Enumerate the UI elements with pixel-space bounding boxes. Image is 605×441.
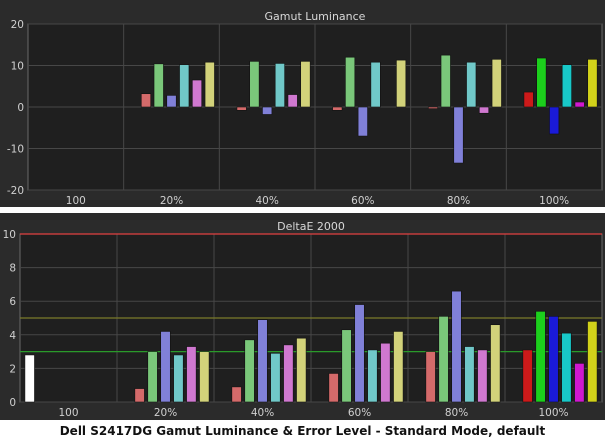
x-tick-label: 100% [538,407,568,419]
bar [166,95,177,108]
bar [477,349,488,403]
bar [270,352,281,403]
bar [574,363,585,403]
bar [490,324,501,403]
y-tick-label: 0 [17,102,24,114]
x-tick-label: 20% [154,407,177,419]
bar [451,290,462,403]
bar [536,57,547,108]
bar [199,351,210,403]
x-tick-label: 100 [66,195,86,207]
bar [296,337,307,403]
bar [491,58,502,108]
bar [231,386,242,403]
y-tick-label: -10 [7,144,24,156]
bar [370,61,381,108]
figure-caption: Dell S2417DG Gamut Luminance & Error Lev… [59,424,546,438]
bar [147,351,158,403]
bar [587,58,598,108]
bar [453,106,464,164]
y-tick-label: 10 [3,229,16,241]
bar [283,344,294,403]
y-tick-label: 20 [11,19,24,31]
bar [438,316,449,403]
gamut-luminance-panel: Gamut Luminance 20 10 0 -10 -20 100 20% 40% 60% 80… [0,0,605,207]
bar [244,339,255,403]
bar [262,106,273,115]
bar [204,61,215,108]
y-tick-label: 6 [9,296,16,308]
x-tick-label: 20% [160,195,183,207]
deltae-2000-panel: DeltaE 2000 10 8 6 4 2 0 100 20% 40% 60% 80% 100% [0,213,605,420]
x-tick-label: 100 [58,407,78,419]
bar [300,61,311,108]
bar [466,61,477,108]
chart-title: Gamut Luminance [265,10,366,23]
deltae-2000-chart: DeltaE 2000 10 8 6 4 2 0 100 20% 40% 60% 80% 100% [3,220,603,419]
bar [535,310,546,403]
chart-title: DeltaE 2000 [277,220,345,233]
x-tick-label: 80% [445,407,468,419]
bar [354,304,365,403]
bar [357,106,368,137]
x-tick-label: 60% [351,195,374,207]
y-tick-label: 4 [9,330,16,342]
bar [561,332,572,403]
bar [160,331,171,403]
x-tick-label: 40% [251,407,274,419]
x-tick-label: 40% [255,195,278,207]
bar [396,59,407,108]
x-tick-label: 60% [348,407,371,419]
bar [425,351,436,403]
bar [134,388,145,403]
bar [191,79,203,108]
y-tick-label: 8 [9,263,16,275]
bar [523,91,534,108]
bar [341,329,352,403]
bar [274,63,285,108]
bar [287,94,298,108]
bar [440,54,451,108]
bar [186,346,197,403]
bar [464,346,475,403]
bar [332,106,343,111]
bar [173,354,184,403]
bar [548,316,559,403]
bar [380,342,391,403]
bar [328,373,339,403]
y-tick-label: -20 [7,185,24,197]
y-tick-label: 0 [9,397,16,409]
y-tick-label: 10 [11,61,24,73]
bar [345,56,356,108]
y-tick-label: 2 [9,363,16,375]
bar [249,61,260,108]
bar [561,64,572,108]
bar [24,354,35,403]
bar [427,106,439,109]
bar [522,349,533,403]
bar [257,319,268,403]
bar [140,93,152,108]
x-tick-label: 100% [539,195,569,207]
bar [574,101,585,108]
bar [179,64,190,108]
bar [478,106,490,114]
bar [549,106,560,135]
bar [587,321,598,403]
bar [236,106,247,111]
bar [367,349,378,403]
bar [153,63,164,108]
x-tick-label: 80% [447,195,470,207]
bar [393,331,404,403]
